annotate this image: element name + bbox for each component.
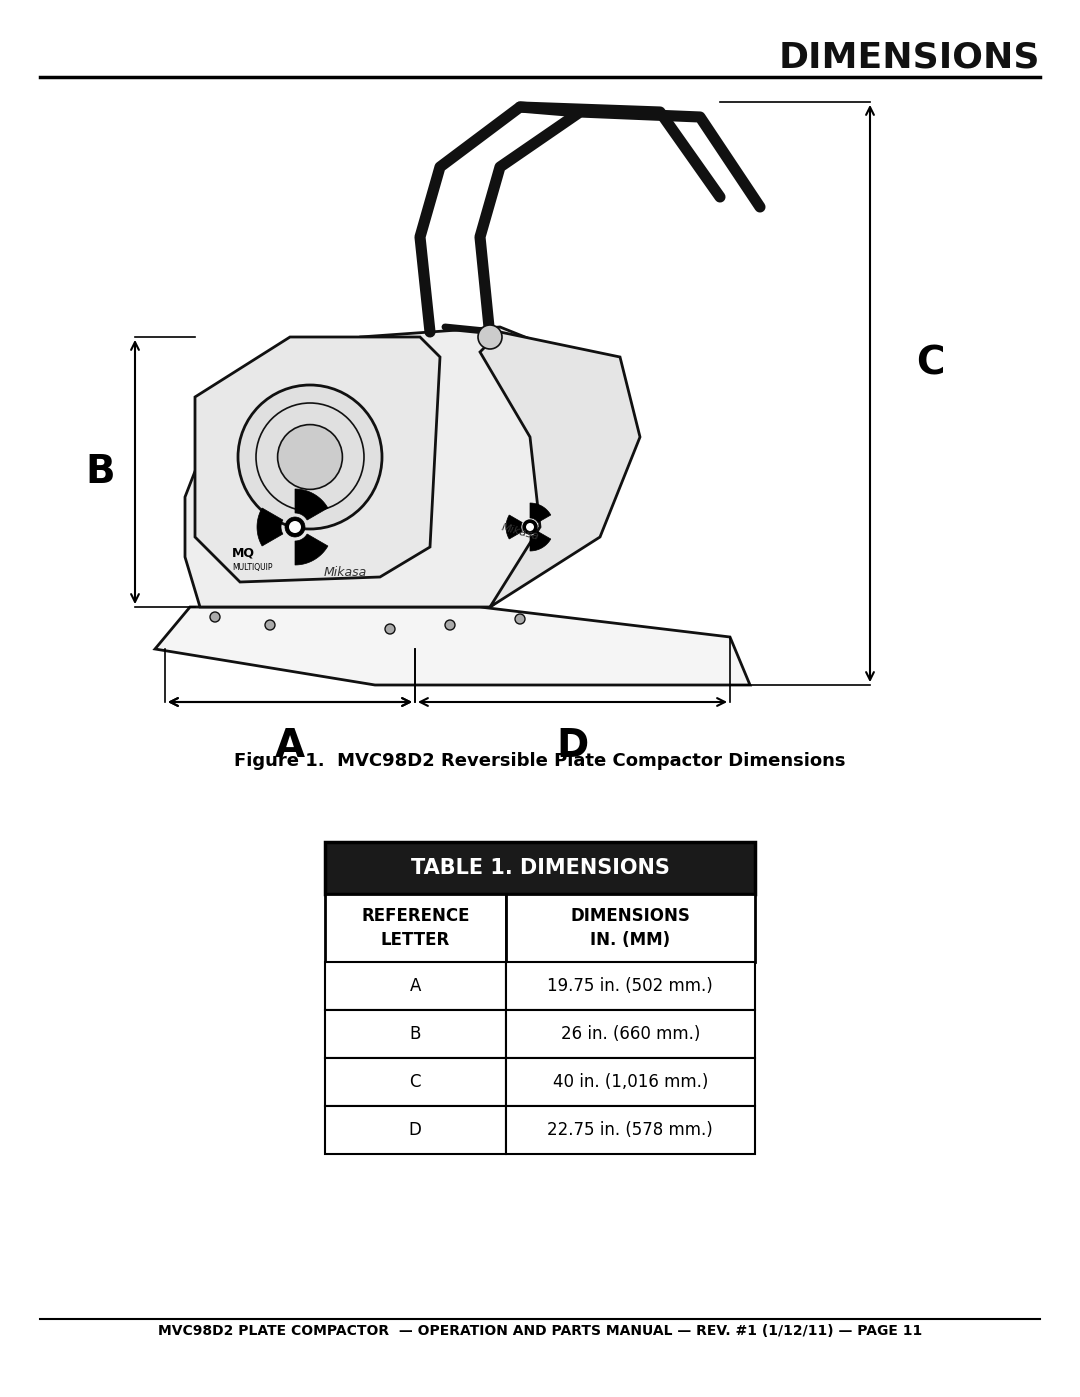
Polygon shape: [507, 515, 523, 539]
Text: B: B: [85, 453, 114, 490]
Text: TABLE 1. DIMENSIONS: TABLE 1. DIMENSIONS: [410, 858, 670, 877]
Text: Mikasa: Mikasa: [323, 566, 366, 578]
Polygon shape: [295, 489, 328, 520]
Polygon shape: [156, 608, 750, 685]
Polygon shape: [480, 332, 640, 608]
Bar: [505, 1010, 755, 1058]
Circle shape: [515, 615, 525, 624]
Text: A: A: [409, 977, 421, 995]
Polygon shape: [185, 327, 630, 608]
Text: D: D: [409, 1120, 421, 1139]
Bar: [325, 842, 755, 894]
Bar: [325, 1058, 505, 1106]
Text: MQ: MQ: [232, 548, 255, 560]
Polygon shape: [530, 503, 551, 522]
Text: DIMENSIONS
IN. (MM): DIMENSIONS IN. (MM): [570, 907, 690, 949]
Text: DIMENSIONS: DIMENSIONS: [779, 41, 1040, 74]
Circle shape: [523, 520, 537, 534]
Circle shape: [210, 612, 220, 622]
Text: D: D: [556, 726, 589, 766]
Bar: [505, 963, 755, 1010]
Text: B: B: [409, 1025, 421, 1044]
Text: 19.75 in. (502 mm.): 19.75 in. (502 mm.): [548, 977, 713, 995]
Bar: [505, 1106, 755, 1154]
Circle shape: [238, 386, 382, 529]
Polygon shape: [295, 534, 328, 564]
Circle shape: [289, 521, 301, 534]
Bar: [505, 1058, 755, 1106]
Bar: [325, 963, 505, 1010]
Polygon shape: [257, 509, 283, 546]
Text: 26 in. (660 mm.): 26 in. (660 mm.): [561, 1025, 700, 1044]
Text: MULTIQUIP: MULTIQUIP: [232, 563, 272, 571]
Bar: [325, 1010, 505, 1058]
Text: 22.75 in. (578 mm.): 22.75 in. (578 mm.): [548, 1120, 713, 1139]
Circle shape: [278, 425, 342, 489]
Bar: [325, 1106, 505, 1154]
Text: A: A: [275, 726, 305, 766]
Text: C: C: [916, 345, 944, 383]
Text: C: C: [409, 1073, 421, 1091]
Bar: [325, 894, 505, 963]
Circle shape: [265, 620, 275, 630]
Circle shape: [285, 517, 305, 536]
Circle shape: [526, 522, 534, 531]
Text: 40 in. (1,016 mm.): 40 in. (1,016 mm.): [553, 1073, 708, 1091]
Circle shape: [384, 624, 395, 634]
Text: REFERENCE
LETTER: REFERENCE LETTER: [361, 907, 470, 949]
Text: Figure 1.  MVC98D2 Reversible Plate Compactor Dimensions: Figure 1. MVC98D2 Reversible Plate Compa…: [234, 752, 846, 770]
Circle shape: [445, 620, 455, 630]
Polygon shape: [195, 337, 440, 583]
Circle shape: [478, 326, 502, 349]
Polygon shape: [530, 531, 551, 550]
Bar: [505, 894, 755, 963]
Text: Mikasa: Mikasa: [500, 522, 540, 542]
Text: MVC98D2 PLATE COMPACTOR  — OPERATION AND PARTS MANUAL — REV. #1 (1/12/11) — PAGE: MVC98D2 PLATE COMPACTOR — OPERATION AND …: [158, 1324, 922, 1338]
